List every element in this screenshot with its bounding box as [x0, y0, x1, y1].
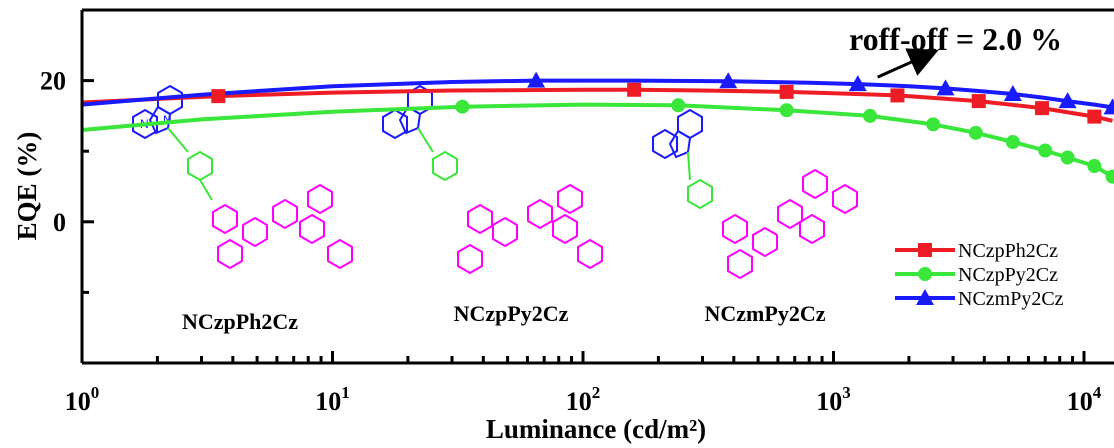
data-point-nczmpy2cz-0 — [527, 71, 546, 88]
data-point-nczppy2cz-6 — [1005, 135, 1020, 150]
data-point-nczmpy2cz-6 — [1103, 98, 1114, 115]
axes-frame — [80, 8, 1114, 365]
legend-label-nczpph2cz: NCzpPh2Cz — [958, 240, 1058, 262]
rolloff-annotation: roff-off = 2.0 % — [849, 21, 1062, 57]
molecule-label-ncpph2cz: NCzpPh2Cz — [182, 309, 298, 334]
data-point-nczppy2cz-10 — [1105, 169, 1114, 184]
data-point-nczpph2cz-0 — [211, 89, 226, 104]
x-tick-label: 100 — [65, 383, 100, 416]
data-point-nczppy2cz-4 — [926, 117, 941, 132]
data-point-nczmpy2cz-5 — [1058, 92, 1077, 109]
data-point-nczppy2cz-7 — [1038, 143, 1053, 158]
x-axis-title: Luminance (cd/m²) — [486, 414, 706, 444]
data-point-nczpph2cz-4 — [971, 94, 986, 109]
marker-layer — [211, 71, 1114, 184]
data-point-nczppy2cz-8 — [1060, 150, 1075, 165]
data-point-nczpph2cz-5 — [1035, 101, 1050, 116]
annotation-arrow — [877, 48, 939, 79]
data-point-nczpph2cz-2 — [779, 84, 794, 99]
data-point-nczppy2cz-9 — [1087, 159, 1102, 174]
legend-label-nczppy2cz: NCzpPy2Cz — [958, 264, 1058, 286]
data-point-nczppy2cz-3 — [863, 108, 878, 123]
data-point-nczmpy2cz-2 — [848, 75, 867, 92]
data-point-nczpph2cz-1 — [627, 82, 642, 97]
svg-text:N: N — [163, 113, 172, 127]
series-line-nczpph2cz — [82, 87, 1113, 123]
data-point-nczppy2cz-5 — [968, 125, 983, 140]
data-point-nczmpy2cz-4 — [1003, 85, 1022, 102]
x-tick-label: 104 — [1067, 383, 1102, 416]
tick-layer: 100 101 102 103 104 0 20 — [40, 67, 1102, 416]
data-point-nczmpy2cz-3 — [936, 79, 955, 96]
x-tick-label: 102 — [566, 383, 601, 416]
legend-marker-nczppy2cz — [918, 267, 932, 281]
data-point-nczppy2cz-2 — [779, 103, 794, 118]
molecule-nczppy2cz-structure — [382, 84, 603, 275]
y-axis-title: EQE (%) — [12, 132, 42, 241]
data-point-nczpph2cz-3 — [890, 88, 905, 103]
molecule-nczmpy2cz-structure — [652, 108, 858, 280]
data-point-nczppy2cz-0 — [455, 99, 470, 114]
x-tick-label: 101 — [315, 383, 350, 416]
series-layer — [82, 78, 1114, 179]
legend-marker-nczpph2cz — [918, 243, 932, 257]
data-point-nczmpy2cz-1 — [719, 72, 738, 89]
y-tick-label: 20 — [40, 67, 66, 96]
legend-marker-nczmpy2cz — [916, 289, 934, 305]
x-tick-label: 103 — [816, 383, 851, 416]
molecule-label-nczppy2cz: NCzpPy2Cz — [454, 301, 569, 326]
data-point-nczpph2cz-6 — [1087, 109, 1102, 124]
series-line-nczppy2cz — [82, 102, 1114, 179]
y-tick-label: 0 — [53, 208, 66, 237]
data-point-nczppy2cz-1 — [671, 98, 686, 113]
molecule-label-nczmpy2cz: NCzmPy2Cz — [705, 301, 826, 326]
legend-label-nczmpy2cz: NCzmPy2Cz — [958, 288, 1064, 310]
molecule-structures: N N — [132, 84, 858, 280]
